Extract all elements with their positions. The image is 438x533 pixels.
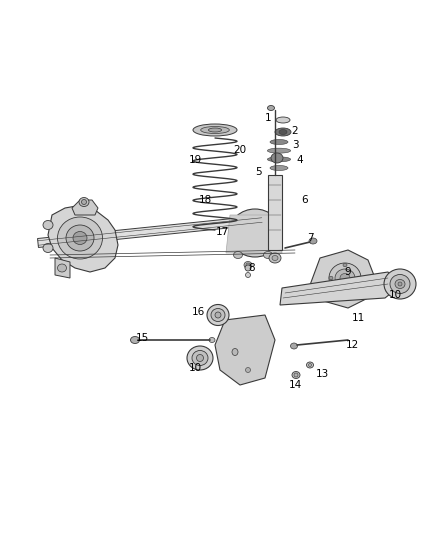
Ellipse shape <box>131 336 139 343</box>
Ellipse shape <box>57 217 102 259</box>
Text: 8: 8 <box>249 263 255 273</box>
Ellipse shape <box>192 351 208 366</box>
Text: 7: 7 <box>307 233 313 243</box>
Ellipse shape <box>73 231 87 245</box>
Text: 19: 19 <box>188 155 201 165</box>
Ellipse shape <box>294 373 298 377</box>
Polygon shape <box>55 258 70 278</box>
Ellipse shape <box>269 253 281 263</box>
Ellipse shape <box>276 117 290 123</box>
Ellipse shape <box>197 354 204 361</box>
Text: 10: 10 <box>188 363 201 373</box>
Text: 20: 20 <box>233 145 247 155</box>
Text: 17: 17 <box>215 227 229 237</box>
Polygon shape <box>268 175 282 250</box>
Text: 18: 18 <box>198 195 212 205</box>
Ellipse shape <box>245 224 265 242</box>
Ellipse shape <box>237 216 273 249</box>
Ellipse shape <box>215 312 221 318</box>
Text: 11: 11 <box>351 313 364 323</box>
Ellipse shape <box>343 263 347 266</box>
Ellipse shape <box>211 309 225 321</box>
Text: 2: 2 <box>292 126 298 136</box>
Ellipse shape <box>335 269 355 287</box>
Ellipse shape <box>246 272 251 278</box>
Ellipse shape <box>268 157 290 162</box>
Ellipse shape <box>268 106 275 110</box>
Ellipse shape <box>270 166 288 171</box>
Ellipse shape <box>229 209 281 257</box>
Polygon shape <box>38 215 262 247</box>
Ellipse shape <box>244 262 252 269</box>
Ellipse shape <box>329 276 333 280</box>
Text: 12: 12 <box>346 340 359 350</box>
Ellipse shape <box>209 337 215 343</box>
Ellipse shape <box>290 343 297 349</box>
Text: 6: 6 <box>302 195 308 205</box>
Ellipse shape <box>308 364 311 367</box>
Ellipse shape <box>66 225 94 251</box>
Ellipse shape <box>340 273 350 282</box>
Ellipse shape <box>201 126 230 133</box>
Ellipse shape <box>268 148 290 153</box>
Ellipse shape <box>43 244 53 253</box>
Text: 14: 14 <box>288 380 302 390</box>
Ellipse shape <box>307 362 314 368</box>
Ellipse shape <box>232 349 238 356</box>
Text: 9: 9 <box>345 267 351 277</box>
Ellipse shape <box>187 346 213 370</box>
Text: 5: 5 <box>254 167 261 177</box>
Ellipse shape <box>246 367 251 373</box>
Polygon shape <box>72 200 98 215</box>
Ellipse shape <box>390 274 410 294</box>
Text: 15: 15 <box>135 333 148 343</box>
Polygon shape <box>280 272 395 305</box>
Ellipse shape <box>81 199 86 205</box>
Ellipse shape <box>279 130 287 134</box>
Text: 10: 10 <box>389 290 402 300</box>
Text: 16: 16 <box>191 307 205 317</box>
Ellipse shape <box>245 265 251 271</box>
Ellipse shape <box>208 128 222 132</box>
Polygon shape <box>48 205 118 272</box>
Text: 1: 1 <box>265 113 271 123</box>
Ellipse shape <box>207 304 229 326</box>
Polygon shape <box>310 250 375 308</box>
Ellipse shape <box>292 372 300 378</box>
Ellipse shape <box>264 252 272 259</box>
Ellipse shape <box>79 198 89 206</box>
Ellipse shape <box>270 140 288 144</box>
Ellipse shape <box>395 279 405 288</box>
Text: 4: 4 <box>297 155 303 165</box>
Ellipse shape <box>193 124 237 136</box>
Ellipse shape <box>271 153 283 163</box>
Ellipse shape <box>275 128 291 136</box>
Ellipse shape <box>329 263 361 293</box>
Ellipse shape <box>309 238 317 244</box>
Ellipse shape <box>272 255 278 261</box>
Ellipse shape <box>246 263 250 267</box>
Ellipse shape <box>57 264 67 272</box>
Ellipse shape <box>384 269 416 299</box>
Ellipse shape <box>357 276 361 280</box>
Polygon shape <box>226 215 282 253</box>
Ellipse shape <box>343 289 347 293</box>
Ellipse shape <box>43 221 53 230</box>
Ellipse shape <box>233 252 243 259</box>
Polygon shape <box>215 315 275 385</box>
Text: 3: 3 <box>292 140 298 150</box>
Ellipse shape <box>398 282 402 286</box>
Text: 13: 13 <box>315 369 328 379</box>
